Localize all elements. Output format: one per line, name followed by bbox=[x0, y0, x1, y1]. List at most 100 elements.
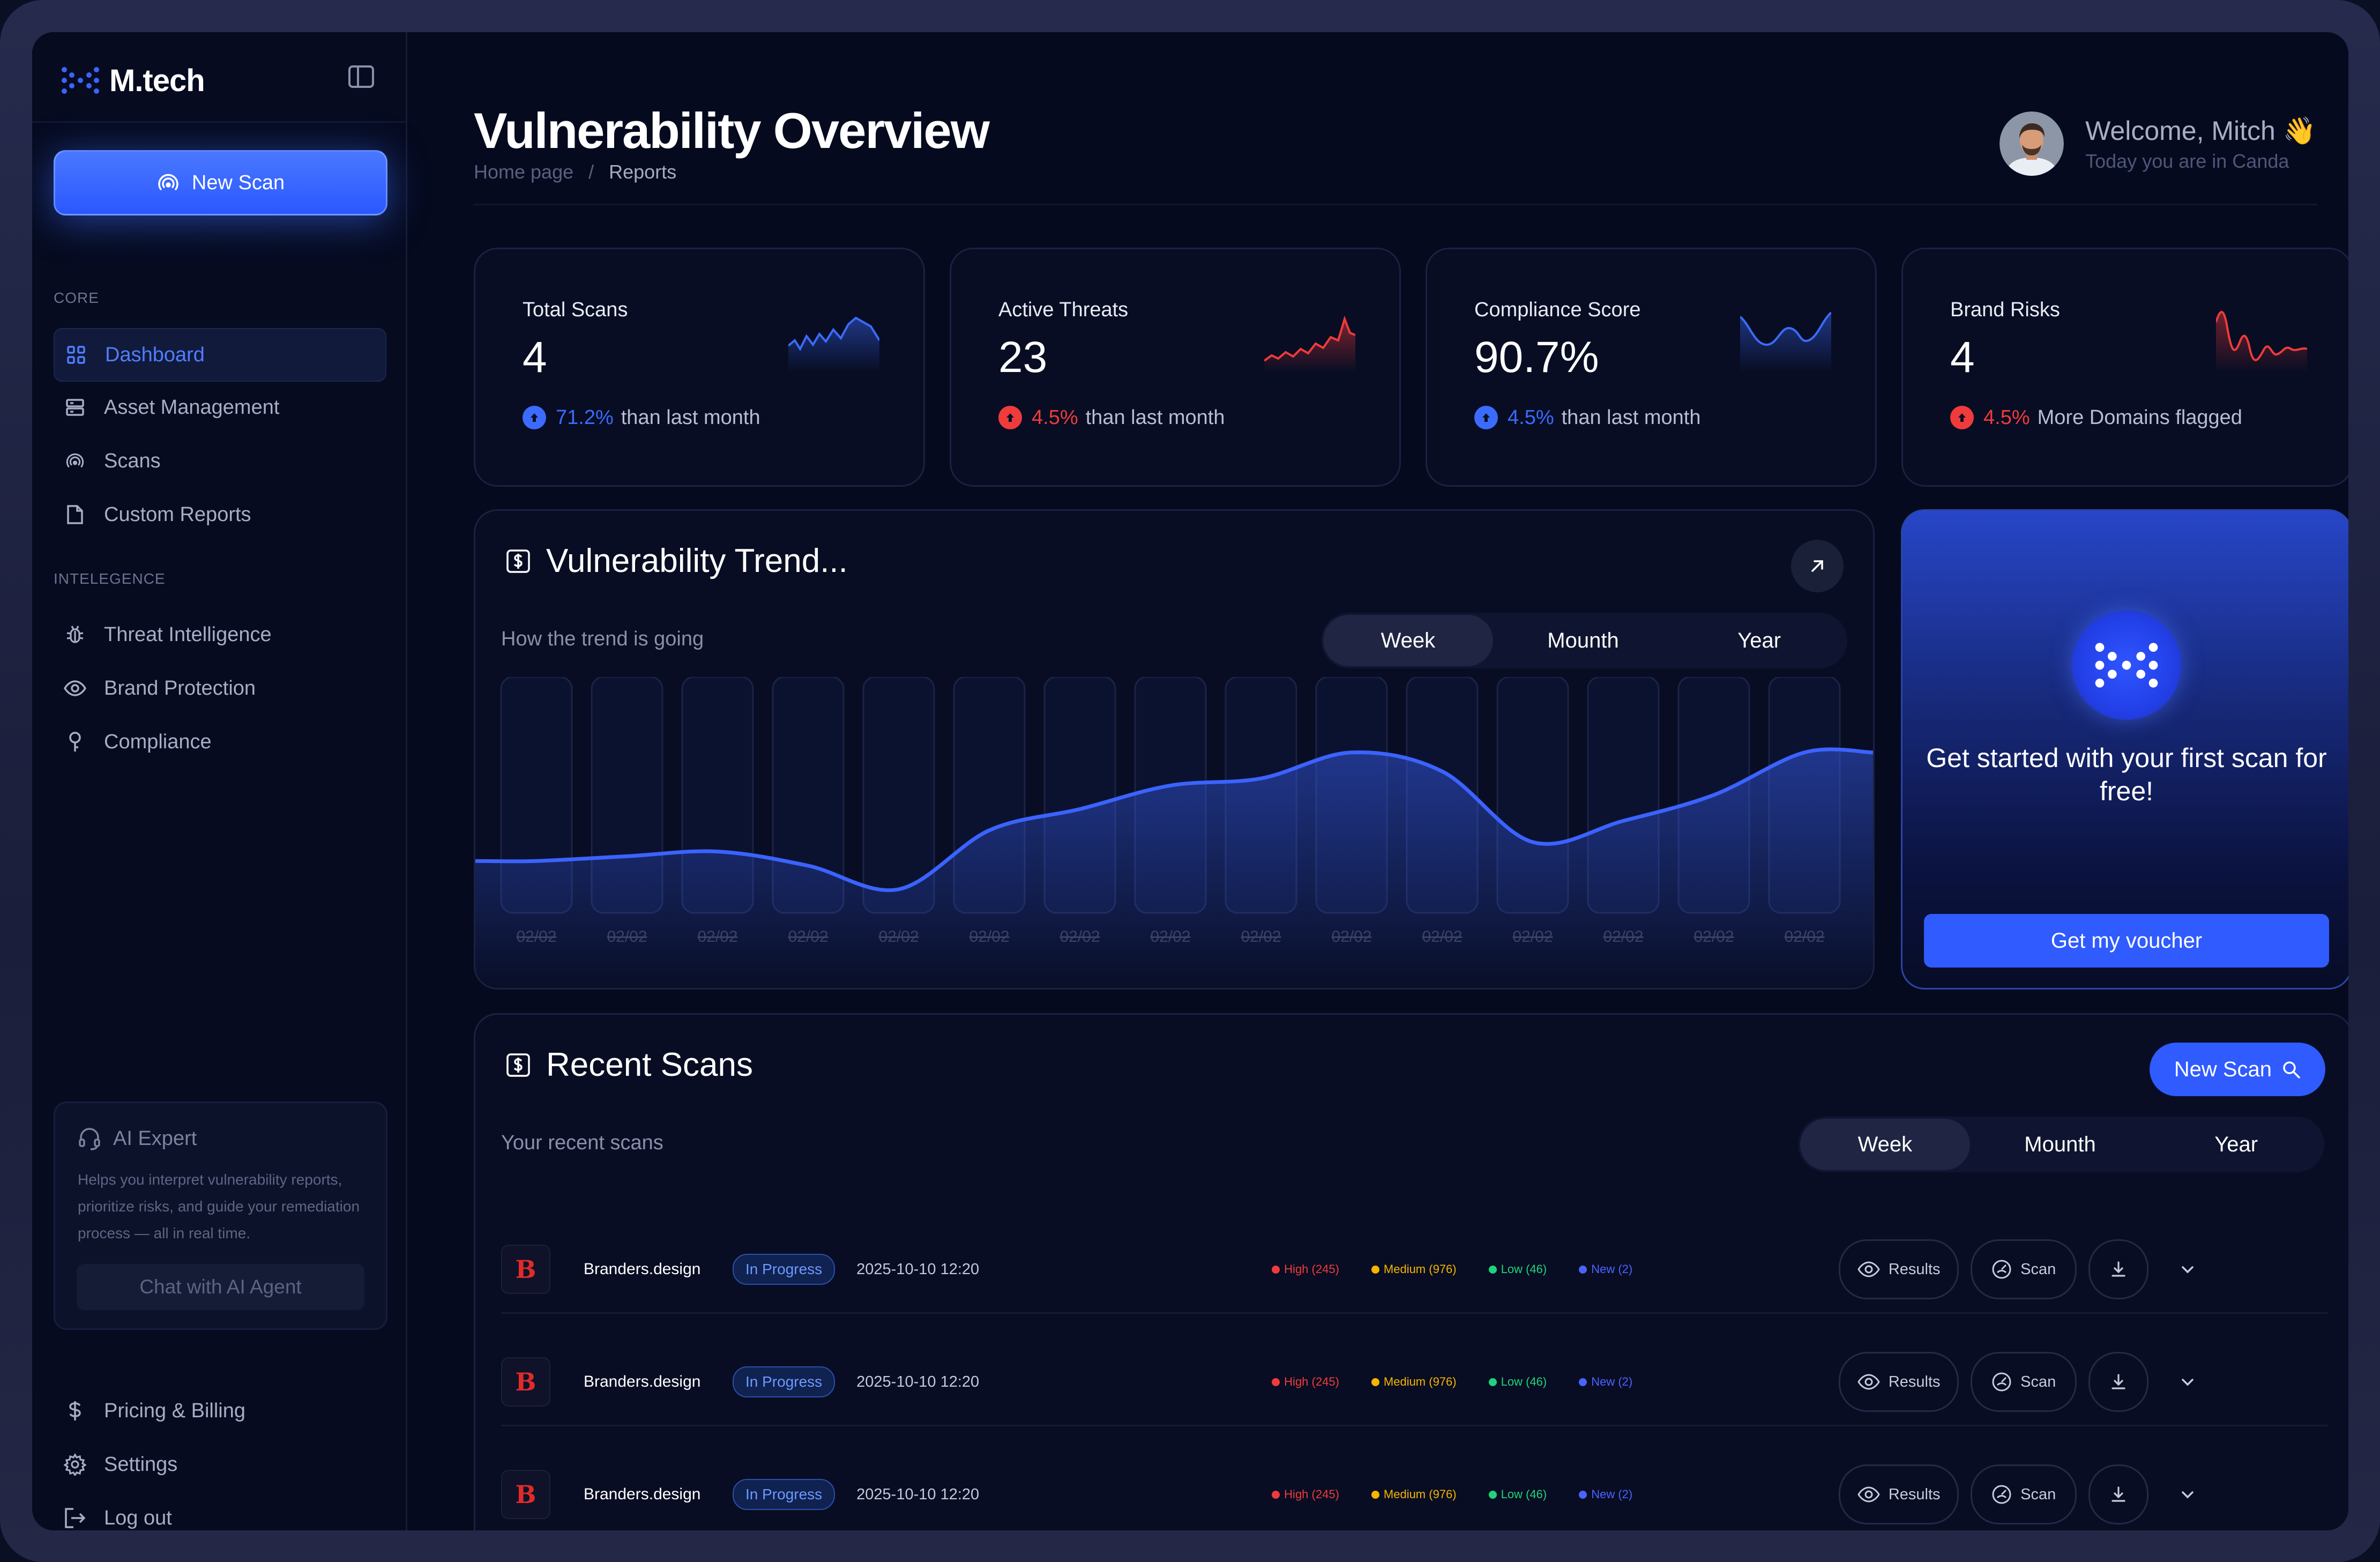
recent-subtitle: Your recent scans bbox=[501, 1132, 663, 1154]
status-badge: In Progress bbox=[733, 1254, 835, 1285]
results-button[interactable]: Results bbox=[1839, 1464, 1959, 1524]
avatar[interactable] bbox=[2000, 111, 2064, 176]
tab-month[interactable]: Mounth bbox=[1547, 628, 1619, 652]
download-button[interactable] bbox=[2088, 1464, 2149, 1524]
sidebar-item-label: Dashboard bbox=[105, 343, 205, 366]
sidebar-item-label: Threat Intelligence bbox=[104, 623, 272, 646]
severity-medium-label: Medium (976) bbox=[1383, 1262, 1457, 1276]
stat-change: 71.2% than last month bbox=[523, 406, 760, 429]
table-row[interactable]: B Branders.design In Progress 2025-10-10 12… bbox=[501, 1213, 2327, 1326]
chevron-down-icon[interactable] bbox=[2180, 1489, 2196, 1500]
domain-name[interactable]: Branders.design bbox=[584, 1485, 701, 1503]
stat-card-compliance-score[interactable]: Compliance Score 90.7% 4.5% than last mo… bbox=[1426, 248, 1877, 487]
app-screen: M.tech New Scan CORE Dashboard Asset Man… bbox=[32, 32, 2348, 1530]
results-button[interactable]: Results bbox=[1839, 1239, 1959, 1299]
location-text: Today you are in Canda bbox=[2085, 150, 2289, 172]
ai-expert-card: AI Expert Helps you interpret vulnerabil… bbox=[54, 1102, 387, 1330]
stat-percent: 4.5% bbox=[1508, 406, 1554, 429]
stat-card-brand-risks[interactable]: Brand Risks 4 4.5% More Domains flagged bbox=[1901, 248, 2348, 487]
domain-name[interactable]: Branders.design bbox=[584, 1373, 701, 1390]
severity-new-label: New (2) bbox=[1591, 1262, 1633, 1276]
new-scan-label: New Scan bbox=[191, 171, 285, 194]
get-voucher-button[interactable]: Get my voucher bbox=[1924, 914, 2329, 968]
stat-suffix: than last month bbox=[1561, 406, 1701, 429]
radar-icon bbox=[63, 449, 87, 473]
eye-icon bbox=[1857, 1486, 1880, 1503]
results-button[interactable]: Results bbox=[1839, 1352, 1959, 1412]
download-button[interactable] bbox=[2088, 1352, 2149, 1412]
results-label: Results bbox=[1888, 1485, 1941, 1503]
sidebar-item-dashboard[interactable]: Dashboard bbox=[54, 328, 386, 382]
eye-icon bbox=[1857, 1374, 1880, 1390]
stat-change: 4.5% than last month bbox=[1474, 406, 1700, 429]
row-divider bbox=[501, 1312, 2327, 1314]
expand-button[interactable] bbox=[1791, 540, 1844, 592]
stat-suffix: than last month bbox=[621, 406, 760, 429]
tab-week[interactable]: Week bbox=[1323, 615, 1493, 666]
sidebar-collapse-icon[interactable] bbox=[348, 65, 374, 88]
severity-low-label: Low (46) bbox=[1501, 1262, 1547, 1276]
series-line bbox=[475, 747, 1873, 892]
header-divider bbox=[474, 204, 2317, 205]
scan-button[interactable]: Scan bbox=[1971, 1352, 2077, 1412]
sidebar-item-threat-intelligence[interactable]: Threat Intelligence bbox=[54, 609, 384, 660]
recent-header: Recent Scans bbox=[505, 1046, 753, 1084]
promo-text: Get started with your first scan for fre… bbox=[1926, 743, 2327, 806]
chat-with-ai-button[interactable]: Chat with AI Agent bbox=[77, 1264, 364, 1310]
tab-year[interactable]: Year bbox=[1737, 628, 1781, 652]
results-label: Results bbox=[1888, 1373, 1941, 1390]
chevron-down-icon[interactable] bbox=[2180, 1264, 2196, 1275]
radar-icon bbox=[1992, 1372, 2011, 1392]
stat-card-active-threats[interactable]: Active Threats 23 4.5% than last month bbox=[950, 248, 1401, 487]
severity-medium: Medium (976) bbox=[1371, 1487, 1457, 1501]
x-tick-label: 02/02 bbox=[697, 928, 737, 946]
new-scan-button[interactable]: New Scan bbox=[2149, 1043, 2325, 1096]
scan-timestamp: 2025-10-10 12:20 bbox=[856, 1373, 980, 1390]
severity-low: Low (46) bbox=[1488, 1487, 1547, 1501]
severity-new: New (2) bbox=[1579, 1375, 1632, 1389]
sidebar-item-label: Pricing & Billing bbox=[104, 1399, 245, 1422]
domain-name[interactable]: Branders.design bbox=[584, 1260, 701, 1278]
eye-icon bbox=[1857, 1261, 1880, 1277]
radar-icon bbox=[158, 174, 178, 190]
tab-year[interactable]: Year bbox=[2214, 1132, 2258, 1156]
sidebar-item-pricing-billing[interactable]: Pricing & Billing bbox=[54, 1385, 384, 1437]
brand[interactable]: M.tech bbox=[61, 59, 205, 102]
table-row[interactable]: B Branders.design In Progress 2025-10-10 12… bbox=[501, 1438, 2327, 1530]
table-row[interactable]: B Branders.design In Progress 2025-10-10 12… bbox=[501, 1326, 2327, 1438]
breadcrumb-home[interactable]: Home page bbox=[474, 161, 574, 183]
tab-week[interactable]: Week bbox=[1800, 1119, 1970, 1170]
stat-card-total-scans[interactable]: Total Scans 4 71.2% than last month bbox=[474, 248, 925, 487]
sidebar-item-scans[interactable]: Scans bbox=[54, 435, 384, 487]
recent-period-toggle: Week Mounth Year bbox=[1798, 1117, 2324, 1172]
pin-icon bbox=[63, 730, 87, 754]
severity-medium: Medium (976) bbox=[1371, 1262, 1457, 1276]
sidebar-item-compliance[interactable]: Compliance bbox=[54, 716, 384, 768]
severity-high-label: High (245) bbox=[1284, 1262, 1339, 1276]
sidebar-item-label: Log out bbox=[104, 1506, 172, 1529]
sidebar-item-brand-protection[interactable]: Brand Protection bbox=[54, 663, 384, 714]
severity-dot bbox=[1272, 1265, 1280, 1274]
severity-new: New (2) bbox=[1579, 1262, 1632, 1276]
severity-high-label: High (245) bbox=[1284, 1375, 1339, 1388]
chevron-down-icon[interactable] bbox=[2180, 1377, 2196, 1387]
sidebar-item-settings[interactable]: Settings bbox=[54, 1439, 384, 1490]
scan-button[interactable]: Scan bbox=[1971, 1464, 2077, 1524]
sidebar-item-custom-reports[interactable]: Custom Reports bbox=[54, 489, 384, 540]
severity-high: High (245) bbox=[1272, 1262, 1339, 1276]
sparkline bbox=[2216, 311, 2307, 373]
download-icon bbox=[2112, 1374, 2125, 1389]
sidebar-item-logout[interactable]: Log out bbox=[54, 1492, 384, 1530]
download-button[interactable] bbox=[2088, 1239, 2149, 1299]
breadcrumb: Home page / Reports bbox=[474, 161, 676, 183]
bug-icon bbox=[63, 623, 87, 646]
new-scan-button[interactable]: New Scan bbox=[54, 150, 387, 215]
severity-medium-label: Medium (976) bbox=[1383, 1487, 1457, 1501]
tab-month[interactable]: Mounth bbox=[2024, 1132, 2096, 1156]
stat-suffix: than last month bbox=[1085, 406, 1225, 429]
x-tick-label: 02/02 bbox=[1331, 928, 1371, 946]
status-badge: In Progress bbox=[733, 1479, 835, 1510]
headset-icon bbox=[79, 1128, 100, 1150]
scan-button[interactable]: Scan bbox=[1971, 1239, 2077, 1299]
sidebar-item-asset-management[interactable]: Asset Management bbox=[54, 382, 384, 433]
